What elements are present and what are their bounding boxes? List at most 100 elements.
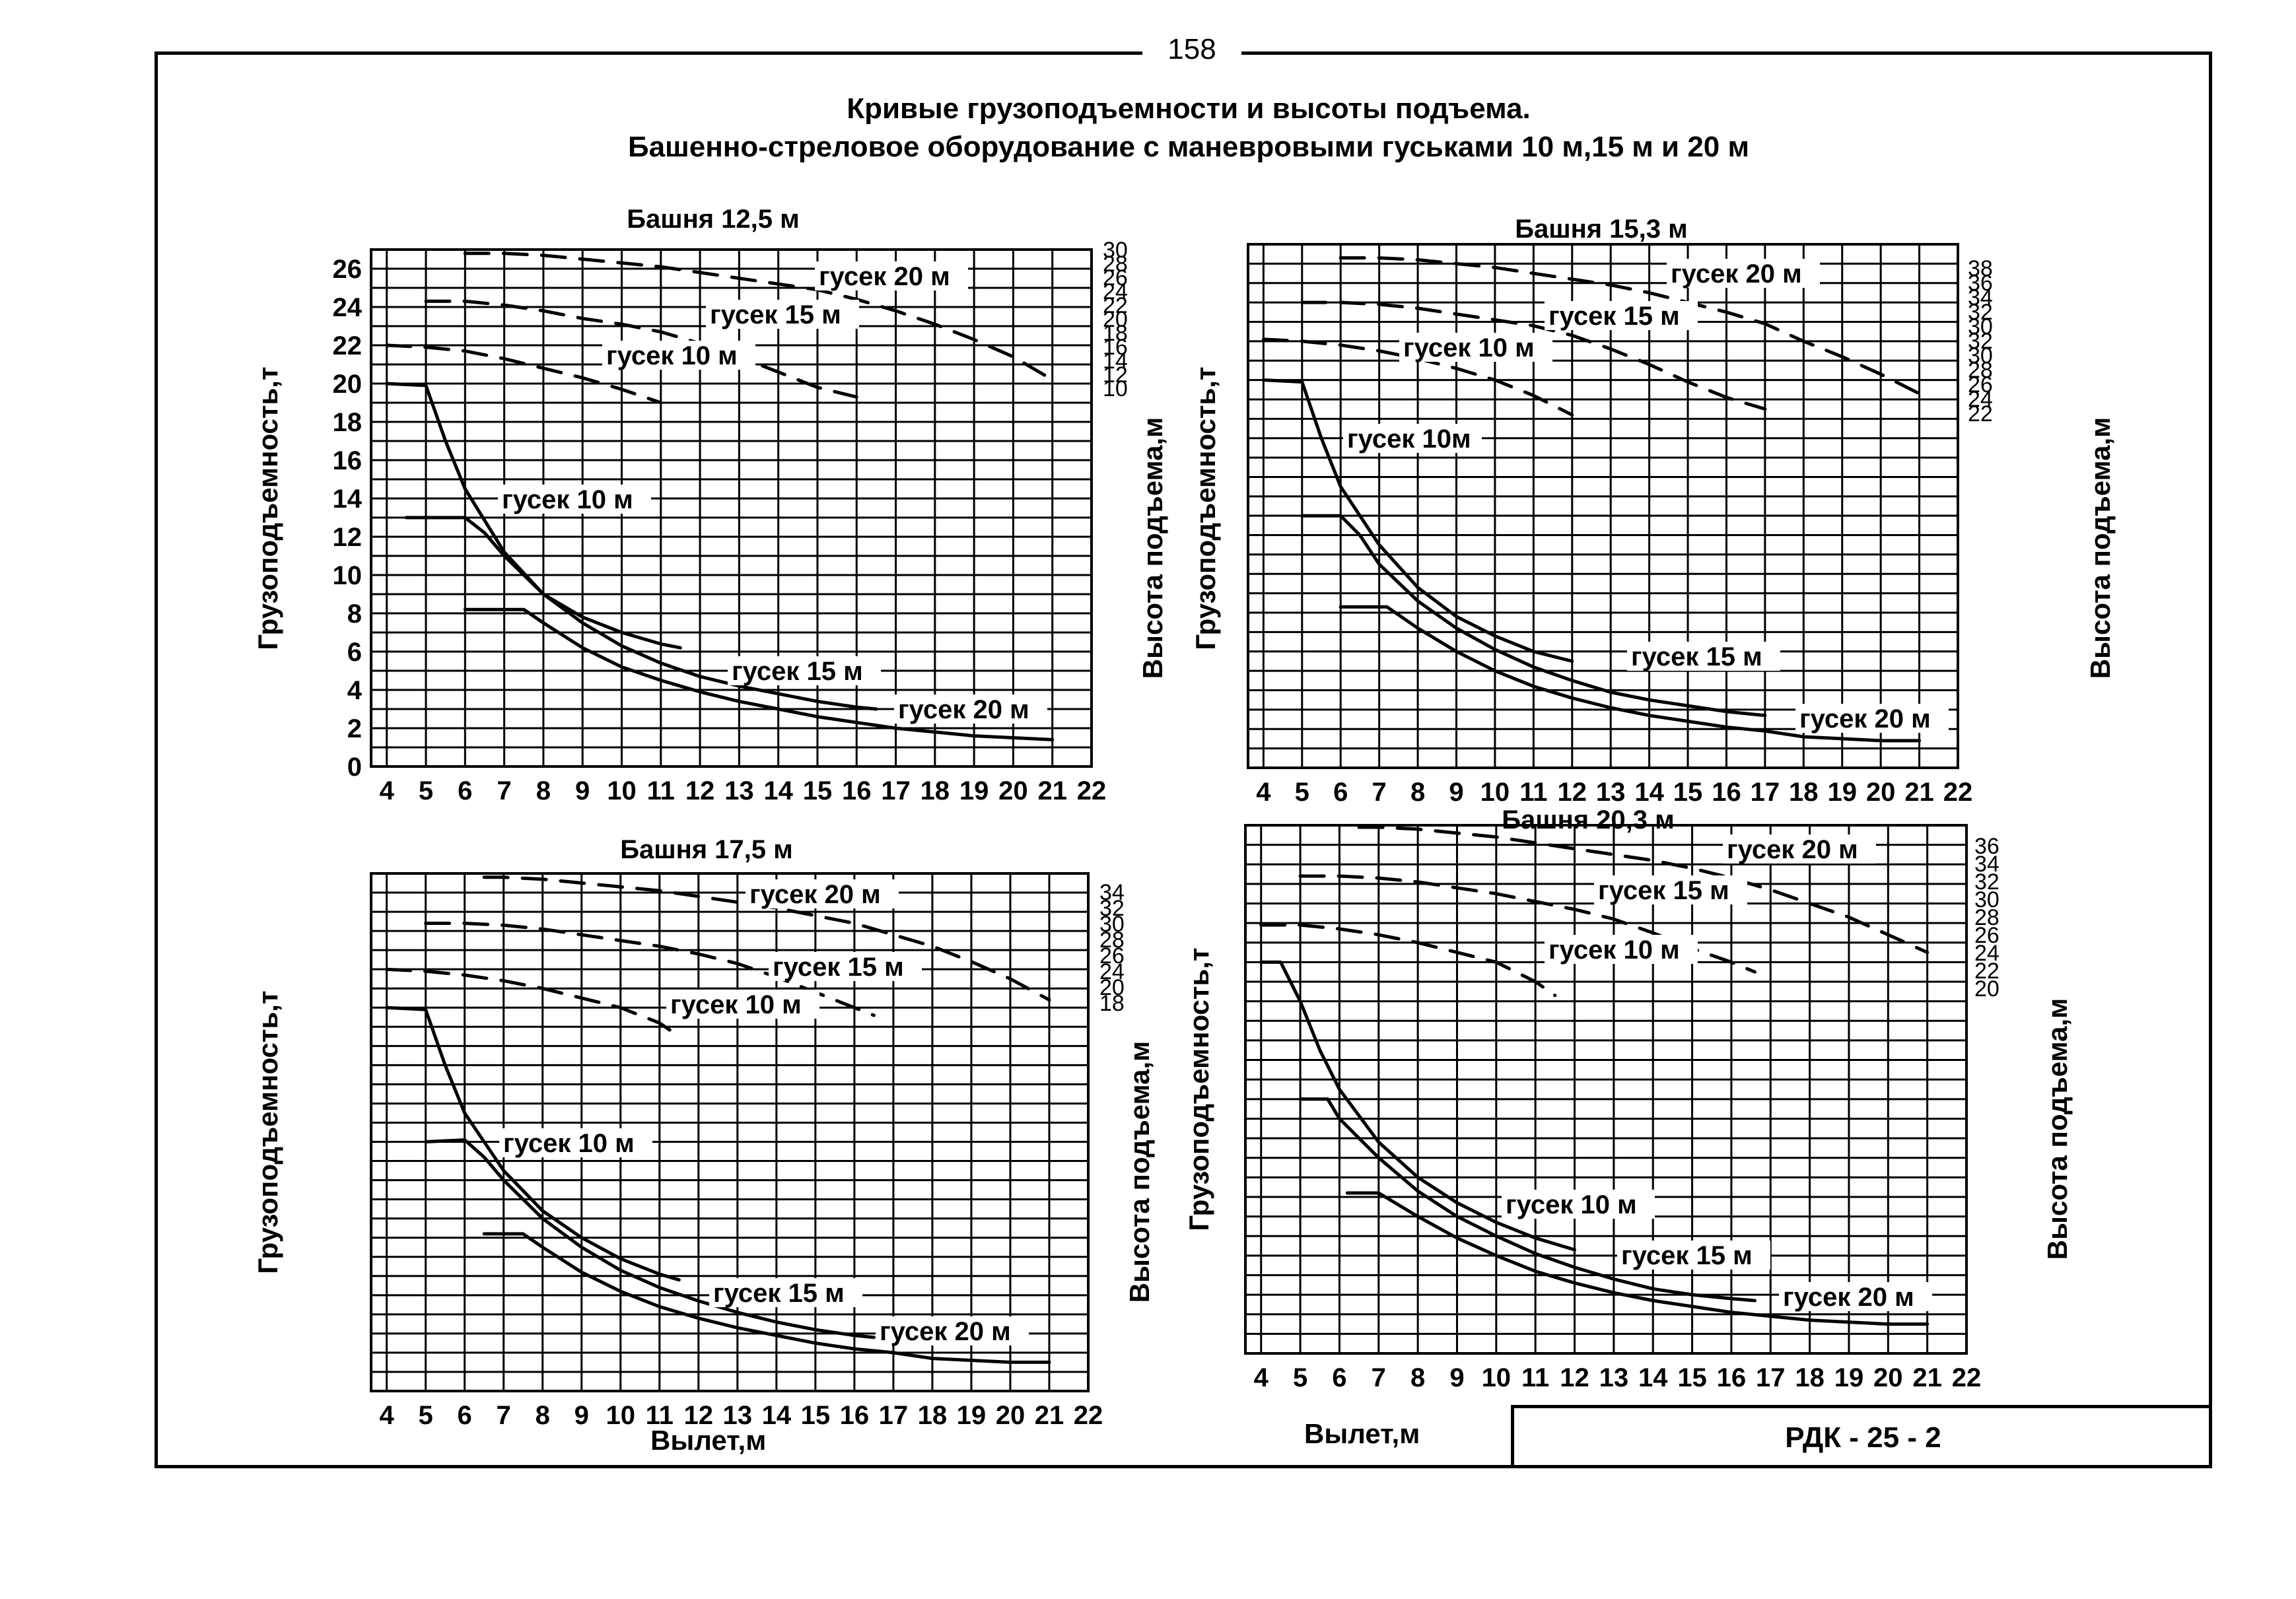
y2-tick-label: 24	[1103, 279, 1128, 304]
y2-tick-label: 28	[1099, 928, 1125, 953]
chart-title: Башня 15,3 м	[1515, 215, 1688, 244]
x-tick-label: 20	[1873, 1363, 1903, 1392]
curve-label: гусек 15 м	[1621, 1241, 1753, 1270]
x-tick-label: 11	[646, 1401, 674, 1430]
y2-tick-label: 26	[1974, 923, 2000, 948]
curve-label: гусек 20 м	[819, 262, 950, 291]
height-curve-1	[385, 343, 663, 405]
annotation-bg	[666, 990, 819, 1019]
chart-4: 4 5 6 7 8 9 10 11 12 13 14 15 16 17 18 19 20 21 22 36343230…	[1183, 805, 2073, 1392]
y-tick-label: 6	[347, 638, 362, 667]
height-curve-1	[1259, 923, 1557, 998]
curve-label: гусек 20 м	[1799, 704, 1931, 733]
page-title-line2: Башенно-стреловое оборудование с маневро…	[627, 131, 1750, 163]
y2-tick-label: 30	[1968, 343, 1993, 368]
annotation-bg	[499, 1128, 652, 1157]
capacity-curve-1	[385, 382, 682, 650]
y-tick-label: 10	[333, 561, 363, 590]
x-tick-label: 6	[1333, 778, 1348, 807]
y2-axis-label: Высота подъема,м	[1137, 417, 1168, 679]
x-tick-label: 18	[1789, 778, 1819, 807]
height-curve-3	[463, 252, 1055, 382]
x-tick-label: 21	[1037, 776, 1067, 805]
x-tick-label: 13	[1599, 1363, 1629, 1392]
annotation-bg	[728, 656, 881, 685]
x-tick-label: 6	[458, 1401, 472, 1430]
curve-label: гусек 10 м	[1403, 333, 1535, 362]
y-axis-label: Грузоподъемность,т	[1183, 947, 1214, 1231]
x-tick-label: 10	[1480, 778, 1510, 807]
x-tick-label: 4	[379, 1401, 394, 1430]
y2-tick-label: 16	[1103, 335, 1128, 360]
x-tick-label: 22	[1943, 778, 1973, 807]
annotation-bg	[1723, 834, 1876, 864]
y2-tick-label: 30	[1099, 912, 1125, 937]
y2-tick-label: 20	[1099, 975, 1125, 1000]
x-tick-label: 10	[607, 776, 637, 805]
x-tick-label: 6	[1332, 1363, 1346, 1392]
y-tick-label: 12	[333, 523, 363, 552]
x-tick-label: 20	[996, 1401, 1026, 1430]
y2-tick-label: 24	[1974, 941, 2000, 966]
y2-tick-label: 34	[1974, 852, 2000, 877]
x-tick-label: 15	[1673, 778, 1703, 807]
capacity-curve-1	[1261, 378, 1574, 663]
y-tick-label: 2	[347, 714, 362, 743]
x-tick-label: 9	[574, 1401, 589, 1430]
y2-tick-label: 18	[1103, 321, 1128, 346]
y2-tick-label: 32	[1968, 300, 1993, 325]
capacity-curve-2	[424, 1138, 876, 1340]
plot-border	[370, 248, 1093, 768]
annotation-bg	[1399, 333, 1552, 362]
annotation-bg	[1545, 301, 1698, 330]
y2-tick-label: 18	[1099, 991, 1125, 1016]
x-tick-label: 10	[606, 1401, 635, 1430]
annotation-bg	[1545, 935, 1698, 964]
y2-tick-label: 30	[1968, 314, 1993, 339]
x-tick-label: 12	[1558, 778, 1587, 807]
y2-tick-label: 26	[1099, 943, 1125, 969]
x-tick-label: 17	[881, 776, 911, 805]
annotation-bg	[498, 485, 651, 514]
x-tick-label: 5	[1295, 778, 1309, 807]
annotation-bg	[1617, 1241, 1770, 1270]
x-tick-label: 16	[840, 1401, 870, 1430]
x-tick-label: 14	[1638, 1363, 1668, 1392]
y-tick-label: 24	[333, 293, 363, 322]
x-tick-label: 14	[763, 776, 793, 805]
annotation-bg	[746, 879, 899, 908]
annotation-bg	[769, 952, 922, 981]
curve-label: гусек 20 м	[1783, 1283, 1914, 1312]
annotation-bg	[709, 1278, 862, 1307]
annotation-bg	[894, 695, 1047, 724]
y-tick-label: 0	[347, 753, 362, 782]
x-tick-label: 16	[842, 776, 872, 805]
curve-label: гусек 10м	[1347, 425, 1471, 454]
curve-label: гусек 20 м	[880, 1317, 1011, 1346]
curve-label: гусек 10 м	[670, 990, 802, 1019]
x-tick-label: 7	[497, 1401, 511, 1430]
x-tick-label: 19	[959, 776, 989, 805]
curve-label: гусек 15 м	[732, 657, 863, 686]
x-tick-label: 18	[921, 776, 950, 805]
x-axis-label-bottom-right: Вылет,м	[1304, 1418, 1420, 1449]
y-tick-label: 18	[333, 408, 363, 437]
y2-tick-label: 34	[1099, 880, 1125, 905]
height-curve-2	[1300, 300, 1767, 411]
x-tick-label: 15	[803, 776, 833, 805]
chart-1: 4 5 6 7 8 9 10 11 12 13 14 15 16 17 18 19 20 21 2202468101…	[252, 205, 1168, 805]
y-axis-label: Грузоподъемность,т	[1190, 366, 1221, 650]
y2-tick-label: 28	[1103, 252, 1128, 277]
curve-label: гусек 20 м	[1671, 259, 1802, 289]
y2-tick-label: 22	[1968, 401, 1993, 426]
x-tick-label: 9	[1449, 778, 1463, 807]
x-tick-label: 7	[497, 776, 511, 805]
x-tick-label: 5	[419, 776, 433, 805]
plot-border	[1244, 824, 1968, 1355]
curve-label: гусек 10 м	[502, 485, 633, 514]
annotation-bg	[876, 1316, 1029, 1345]
capacity-curve-1	[1259, 960, 1576, 1252]
y2-tick-label: 34	[1968, 285, 1993, 310]
plot-border	[370, 872, 1090, 1392]
